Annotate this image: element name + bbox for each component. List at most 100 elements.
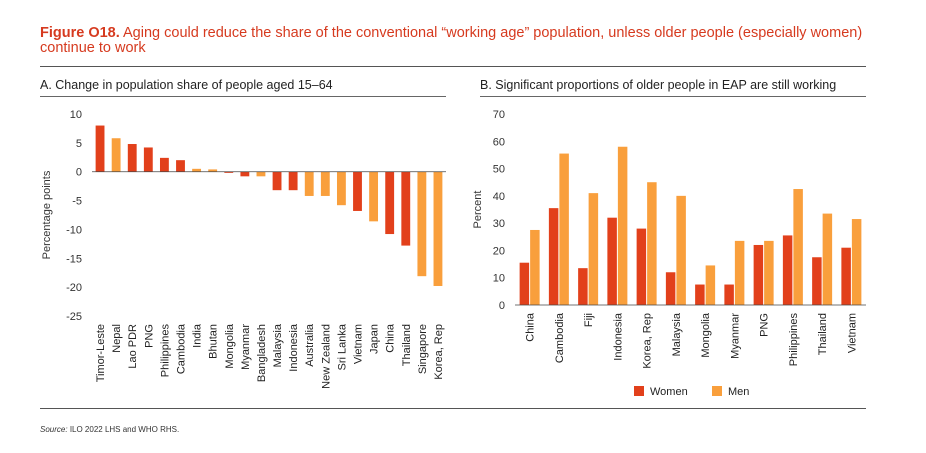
legend-label-women: Women (650, 386, 688, 398)
x-tick-label-bangladesh: Bangladesh (256, 324, 268, 382)
panel-a-chart: 10 5 0 -5 -10 -15 -20 -25 Percentage points Timor… (41, 109, 446, 389)
y-tick-label: 0 (499, 300, 505, 312)
figure-label: Figure O18. (40, 25, 120, 41)
x-tick-label-myanmar: Myanmar (729, 313, 741, 359)
x-tick-label-indonesia: Indonesia (288, 323, 300, 372)
bar-women-philippines (782, 235, 793, 305)
x-tick-label-mongolia: Mongolia (224, 323, 236, 369)
bar-india (192, 168, 202, 172)
y-tick-label: 20 (493, 245, 505, 257)
y-tick-label: -25 (66, 311, 82, 323)
y-tick-label: 10 (70, 109, 82, 121)
bar-women-mongolia (695, 284, 705, 305)
x-tick-label-fiji: Fiji (583, 313, 595, 327)
panel-a-rule (40, 96, 446, 97)
x-tick-label-png: PNG (759, 313, 771, 337)
panel-b-chart: 70 60 50 40 30 20 10 0 Percent China Cambodia Fiji I… (472, 109, 866, 398)
x-tick-label-vietnam: Vietnam (846, 313, 858, 353)
bar-women-indonesia (607, 217, 617, 305)
y-axis-label: Percentage points (41, 170, 53, 259)
x-tick-label-australia: Australia (304, 323, 316, 367)
x-tick-label-singapore: Singapore (417, 324, 429, 374)
bar-women-china (519, 262, 530, 305)
bar-men-malaysia (676, 195, 686, 305)
bottom-rule (40, 408, 866, 409)
bar-cambodia (176, 160, 185, 172)
y-tick-label: 5 (76, 138, 82, 150)
bar-men-fiji (588, 193, 599, 305)
x-tick-label-china: China (525, 312, 537, 342)
y-tick-label: 50 (493, 164, 505, 176)
x-tick-label-timor-leste: Timor-Leste (95, 324, 107, 382)
bar-sri-lanka (336, 171, 346, 206)
bar-men-indonesia (617, 146, 628, 305)
bar-china (385, 171, 395, 235)
bar-women-vietnam (841, 247, 851, 305)
x-tick-label-lao-pdr: Lao PDR (127, 324, 139, 369)
bar-men-vietnam (851, 219, 862, 305)
bar-men-thailand (822, 213, 833, 305)
bar-vietnam (353, 171, 362, 211)
legend-label-men: Men (728, 386, 749, 398)
bar-japan (369, 171, 379, 222)
bar-women-fiji (578, 268, 588, 305)
x-tick-label-malaysia: Malaysia (272, 323, 284, 367)
y-tick-label: -5 (72, 196, 82, 208)
y-axis-label: Percent (472, 191, 484, 229)
bar-bhutan (208, 169, 218, 172)
bar-philippines (159, 157, 169, 172)
legend-swatch-women (634, 386, 644, 396)
x-tick-label-indonesia: Indonesia (612, 312, 624, 361)
bar-indonesia (288, 171, 298, 191)
x-tick-label-japan: Japan (369, 324, 381, 354)
bar-women-korea-rep (636, 228, 647, 305)
x-tick-label-png: PNG (143, 324, 155, 348)
source-note: Source: ILO 2022 LHS and WHO RHS. (40, 425, 179, 434)
x-tick-label-philippines: Philippines (159, 324, 171, 378)
figure-title-text: Aging could reduce the share of the conv… (40, 25, 863, 56)
y-tick-label: 10 (493, 273, 505, 285)
source-label: Source: (40, 425, 68, 434)
x-tick-label-new-zealand: New Zealand (320, 324, 332, 389)
bar-women-png (753, 244, 764, 305)
figure-title: Figure O18. Aging could reduce the share… (40, 26, 880, 56)
top-rule (40, 66, 866, 67)
x-tick-label-thailand: Thailand (817, 313, 829, 355)
panel-a-title: A. Change in population share of people … (40, 78, 333, 92)
x-tick-label-malaysia: Malaysia (671, 312, 683, 356)
x-tick-label-philippines: Philippines (788, 313, 800, 367)
bar-men-cambodia (559, 153, 569, 305)
legend-swatch-men (712, 386, 722, 396)
bar-men-png (764, 240, 774, 305)
y-tick-label: 70 (493, 109, 505, 121)
bar-men-myanmar (734, 240, 745, 305)
bar-myanmar (240, 171, 250, 177)
bar-women-cambodia (548, 208, 559, 305)
x-tick-label-thailand: Thailand (401, 324, 413, 366)
bar-bangladesh (256, 171, 266, 177)
bar-men-china (530, 229, 540, 305)
y-tick-label: 30 (493, 218, 505, 230)
y-tick-label: 40 (493, 191, 505, 203)
x-tick-label-nepal: Nepal (111, 324, 123, 353)
y-tick-label: 60 (493, 136, 505, 148)
x-tick-label-korea-rep: Korea, Rep (642, 313, 654, 369)
x-tick-label-bhutan: Bhutan (208, 324, 220, 359)
panel-b-title: B. Significant proportions of older peop… (480, 78, 837, 92)
y-tick-label: 0 (76, 167, 82, 179)
bar-women-thailand (812, 257, 822, 305)
y-tick-label: -10 (66, 224, 82, 236)
y-tick-label: -20 (66, 282, 82, 294)
y-tick-label: -15 (66, 253, 82, 265)
x-tick-label-mongolia: Mongolia (700, 312, 712, 358)
bar-men-korea-rep (647, 182, 657, 305)
bar-mongolia (224, 171, 234, 173)
x-tick-label-india: India (192, 323, 204, 348)
bar-thailand (401, 171, 411, 246)
bar-women-malaysia (665, 272, 676, 305)
x-tick-label-myanmar: Myanmar (240, 324, 252, 370)
source-text: ILO 2022 LHS and WHO RHS. (69, 425, 180, 434)
bar-new-zealand (320, 171, 330, 196)
bar-png (143, 147, 153, 172)
panel-b-rule (480, 96, 866, 97)
